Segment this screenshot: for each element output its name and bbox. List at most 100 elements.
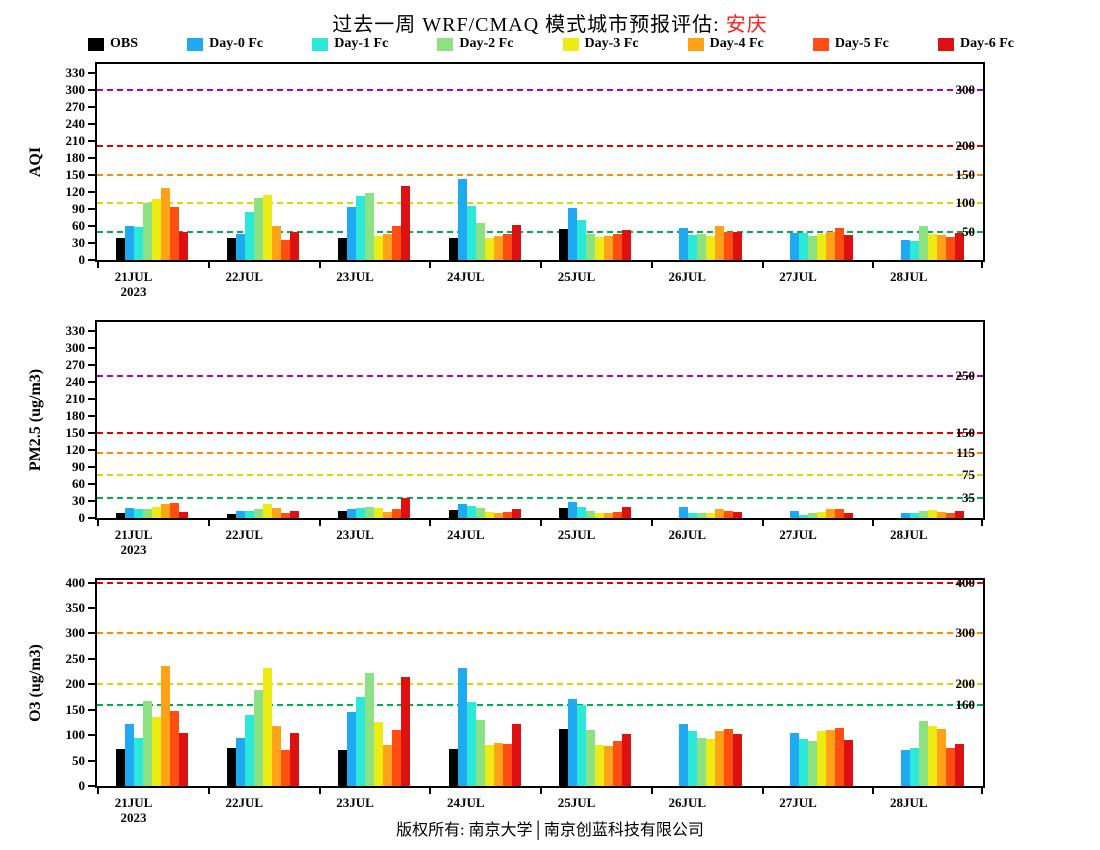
x-tick-label: 27JUL	[779, 269, 817, 284]
legend-swatch-day5	[812, 37, 829, 51]
x-tick-label: 21JUL 2023	[114, 795, 153, 825]
reference-line-value-label: 400	[955, 574, 976, 590]
reference-line-value-label: 200	[955, 676, 976, 692]
bar-day-6-fc	[511, 224, 521, 260]
reference-line-value-label: 115	[956, 444, 975, 460]
bar-day-4-fc	[825, 730, 835, 786]
o3-chart-panel: 0 50 100 150 200 250 300 350 400 160 200 300 400 21JU…	[66, 574, 985, 825]
x-tick-mark	[872, 260, 875, 268]
reference-line	[97, 497, 983, 500]
x-tick-label: 25JUL	[557, 795, 596, 810]
bar-day-1-fc	[245, 510, 255, 518]
bar-day-5-fc	[281, 750, 291, 786]
x-tick-label: 27JUL	[779, 527, 817, 542]
bar-day-2-fc	[807, 513, 817, 518]
y-tick-label: 90	[72, 458, 85, 474]
x-tick-mark	[207, 786, 210, 794]
y-tick-label: 330	[65, 322, 86, 338]
bar-day-0-fc	[346, 207, 356, 260]
bar-day-3-fc	[816, 731, 826, 786]
y-tick-mark	[88, 414, 97, 417]
y-tick-label: 150	[65, 701, 86, 717]
bar-obs	[559, 228, 569, 260]
y-axis-label-aqi: AQI	[27, 146, 44, 178]
x-tick-mark	[650, 260, 653, 268]
bar-day-0-fc	[789, 232, 799, 260]
bar-day-2-fc	[364, 192, 374, 260]
x-tick-label: 23JUL	[336, 527, 374, 542]
y-tick-mark	[88, 606, 97, 609]
legend: OBS Day-0 Fc Day-1 Fc Day-2 Fc Day-3 Fc …	[88, 36, 1014, 52]
bar-day-2-fc	[918, 225, 928, 260]
bar-day-5-fc	[502, 512, 512, 518]
bar-day-3-fc	[816, 512, 826, 518]
reference-line	[97, 451, 983, 454]
reference-line-value-label: 300	[955, 625, 976, 641]
reference-line-value-label: 35	[962, 490, 975, 506]
x-tick-label: 27JUL	[779, 795, 817, 810]
y-tick-label: 60	[72, 217, 85, 233]
reference-line	[97, 431, 983, 434]
bar-day-2-fc	[475, 719, 485, 786]
bar-day-4-fc	[715, 509, 725, 518]
bar-day-6-fc	[290, 231, 300, 260]
y-tick-label: 350	[65, 599, 86, 615]
bar-day-3-fc	[706, 739, 716, 786]
y-tick-label: 200	[65, 676, 86, 692]
reference-line-value-label: 200	[955, 138, 976, 154]
reference-line	[97, 683, 983, 686]
bar-day-6-fc	[511, 723, 521, 786]
bar-day-0-fc	[568, 502, 578, 518]
legend-label: Day-0 Fc	[209, 36, 264, 51]
legend-label: OBS	[110, 36, 139, 51]
bar-day-0-fc	[457, 668, 467, 786]
x-tick-mark	[981, 260, 983, 268]
bar-day-1-fc	[798, 515, 808, 518]
x-tick-label: 26JUL	[668, 527, 707, 542]
y-tick-label: 0	[78, 252, 86, 267]
y-tick-label: 300	[65, 81, 86, 97]
bar-day-1-fc	[355, 507, 365, 518]
bar-day-2-fc	[697, 737, 707, 786]
bar-day-0-fc	[789, 511, 799, 518]
bar-obs	[116, 513, 126, 518]
y-tick-mark	[88, 122, 97, 125]
bar-day-4-fc	[161, 666, 171, 786]
bar-day-0-fc	[679, 227, 689, 260]
bar-day-3-fc	[263, 503, 273, 518]
bar-day-3-fc	[816, 233, 826, 260]
x-tick-mark	[540, 786, 542, 794]
reference-line	[97, 581, 983, 584]
y-tick-mark	[88, 482, 97, 485]
reference-line	[97, 230, 983, 233]
title-city-name: 安庆	[725, 14, 768, 36]
bar-day-6-fc	[954, 232, 964, 260]
y-tick-mark	[88, 105, 97, 108]
x-tick-label: 28JUL	[890, 269, 928, 284]
legend-swatch-day4	[687, 37, 704, 51]
y-tick-label: 120	[65, 441, 86, 457]
bar-day-5-fc	[170, 502, 180, 518]
bar-day-6-fc	[400, 186, 410, 260]
x-tick-mark	[97, 786, 99, 794]
y-tick-mark	[88, 657, 97, 660]
bar-day-6-fc	[733, 231, 743, 260]
bar-obs	[337, 238, 347, 260]
bar-day-4-fc	[272, 725, 282, 786]
bar-day-5-fc	[834, 227, 844, 260]
bar-day-6-fc	[179, 732, 189, 786]
page-title: 过去一周 WRF/CMAQ 模式城市预报评估: 安庆	[0, 8, 1100, 37]
bar-day-0-fc	[457, 503, 467, 518]
y-tick-mark	[88, 71, 97, 74]
bar-day-3-fc	[373, 236, 383, 260]
bar-day-6-fc	[179, 512, 189, 518]
bar-day-6-fc	[954, 744, 964, 786]
y-tick-label: 210	[65, 390, 86, 406]
y-tick-mark	[88, 139, 97, 142]
x-tick-label: 26JUL	[668, 795, 707, 810]
legend-item-day3: Day-3 Fc	[562, 36, 639, 52]
bar-day-1-fc	[577, 506, 587, 518]
y-tick-mark	[88, 190, 97, 193]
bar-day-2-fc	[364, 673, 374, 786]
bar-day-1-fc	[466, 505, 476, 518]
